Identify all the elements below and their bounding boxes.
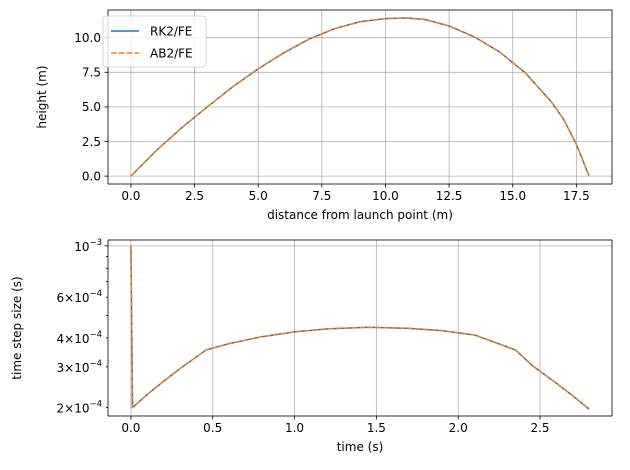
grid (108, 10, 612, 184)
legend-entry: RK2/FE (150, 25, 192, 39)
x-tick-label: 17.5 (563, 189, 590, 203)
legend: RK2/FE AB2/FE (102, 15, 207, 68)
x-tick-label: 1.0 (285, 421, 304, 435)
x-axis-label: time (s) (337, 440, 384, 454)
x-tick-label: 7.5 (312, 189, 331, 203)
series-line-ab2-fe (130, 17, 590, 177)
y-axis-label: time step size (s) (10, 276, 24, 379)
x-tick-label: 2.5 (185, 189, 204, 203)
x-tick-label: 10.0 (372, 189, 399, 203)
y-tick-label: 6×10−4 (57, 289, 103, 305)
y-tick-label: 7.5 (82, 66, 101, 80)
y-tick-label: 10−3 (74, 238, 102, 254)
x-tick-label: 15.0 (499, 189, 526, 203)
trajectory-plot: 0.0 2.5 5.0 7.5 10.0 12.5 15.0 17.5 0.0 2.5 5.0 7.5… (35, 9, 613, 222)
series-group (130, 17, 590, 177)
x-tick-label: 0.0 (121, 189, 140, 203)
y-tick-label: 4×10−4 (57, 330, 103, 346)
axes-frame (107, 239, 613, 417)
time-step-plot: 0.0 0.5 1.0 1.5 2.0 2.5 10−3 2×10−4 3×10−4 4×10−4… (10, 238, 613, 454)
x-tick-label: 1.5 (367, 421, 386, 435)
legend-box (102, 15, 207, 68)
x-tick-label: 2.0 (449, 421, 468, 435)
series-line-ab2-fe (130, 245, 590, 410)
x-tick-label: 0.0 (121, 421, 140, 435)
legend-entry: AB2/FE (150, 47, 193, 61)
y-tick-label: 2×10−4 (57, 400, 103, 416)
x-tick-label: 2.5 (530, 421, 549, 435)
axes-frame (107, 9, 613, 185)
y-tick-label: 3×10−4 (57, 359, 103, 375)
y-tick-label: 2.5 (82, 135, 101, 149)
x-axis-label: distance from launch point (m) (267, 208, 453, 222)
y-tick-label: 10.0 (74, 31, 101, 45)
x-tick-label: 5.0 (249, 189, 268, 203)
series-group (130, 245, 590, 410)
x-tick-label: 0.5 (203, 421, 222, 435)
y-tick-label: 5.0 (82, 100, 101, 114)
x-tick-label: 12.5 (436, 189, 463, 203)
y-tick-label: 0.0 (82, 169, 101, 183)
y-axis-label: height (m) (35, 65, 49, 128)
